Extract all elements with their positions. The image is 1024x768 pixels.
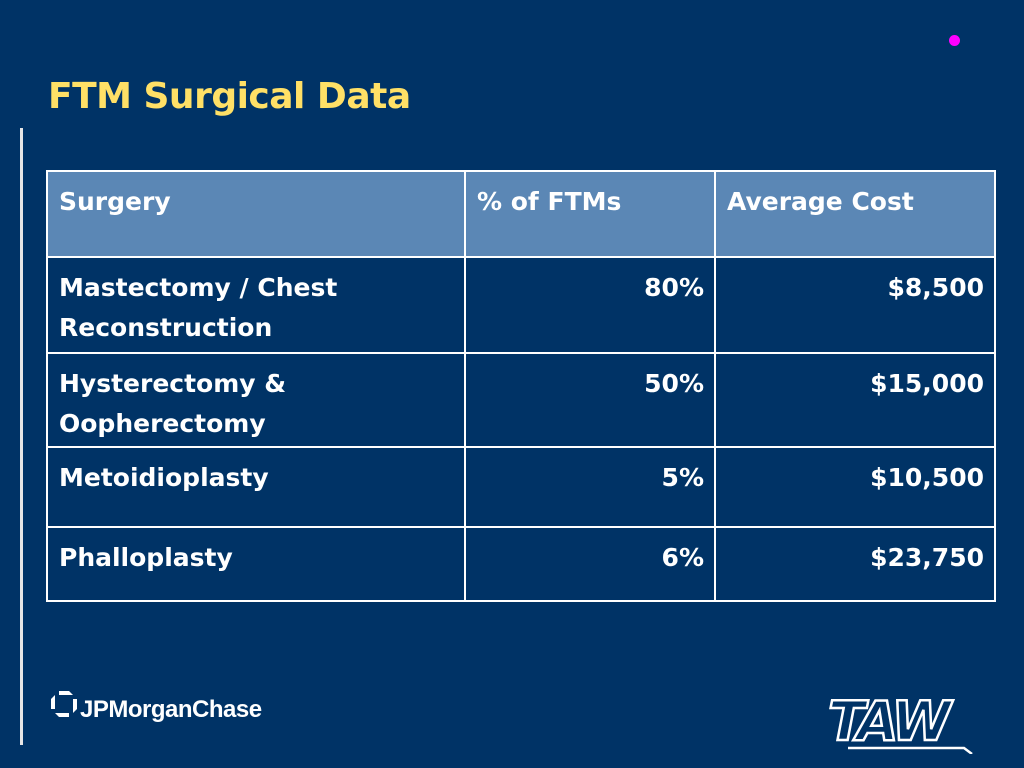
cost-cell: $23,750 (714, 526, 996, 602)
table-row: Phalloplasty 6% $23,750 (46, 526, 996, 602)
surgery-cell: Metoidioplasty (46, 446, 466, 528)
jpmorganchase-logo: JPMorganChase (50, 690, 262, 723)
table-row: Hysterectomy & Oopherectomy 50% $15,000 (46, 352, 996, 448)
header-percent: % of FTMs (464, 170, 716, 258)
magenta-dot (949, 35, 960, 46)
surgery-cell: Mastectomy / Chest Reconstruction (46, 256, 466, 354)
left-vertical-rule (20, 128, 23, 745)
taw-logo: TAW (827, 689, 973, 754)
surgery-cell: Phalloplasty (46, 526, 466, 602)
jpmorganchase-wordmark: JPMorganChase (80, 696, 262, 723)
octagon-logo-icon (51, 691, 77, 717)
cost-cell: $8,500 (714, 256, 996, 354)
percent-cell: 6% (464, 526, 716, 602)
header-surgery: Surgery (46, 170, 466, 258)
surgery-name-line: Mastectomy / Chest (59, 273, 338, 302)
cost-cell: $10,500 (714, 446, 996, 528)
percent-cell: 5% (464, 446, 716, 528)
table-row: Mastectomy / Chest Reconstruction 80% $8,… (46, 256, 996, 354)
surgery-table: Surgery % of FTMs Average Cost Mastectom… (46, 170, 996, 602)
percent-cell: 50% (464, 352, 716, 448)
percent-cell: 80% (464, 256, 716, 354)
header-cost: Average Cost (714, 170, 996, 258)
table-row: Metoidioplasty 5% $10,500 (46, 446, 996, 528)
surgery-name-line: Oopherectomy (59, 409, 266, 438)
table-header-row: Surgery % of FTMs Average Cost (46, 170, 996, 258)
surgery-name-line: Hysterectomy & (59, 369, 287, 398)
surgery-name-line: Reconstruction (59, 313, 273, 342)
cost-cell: $15,000 (714, 352, 996, 448)
taw-logo-text: TAW (828, 690, 953, 753)
slide-title: FTM Surgical Data (48, 76, 411, 117)
surgery-cell: Hysterectomy & Oopherectomy (46, 352, 466, 448)
